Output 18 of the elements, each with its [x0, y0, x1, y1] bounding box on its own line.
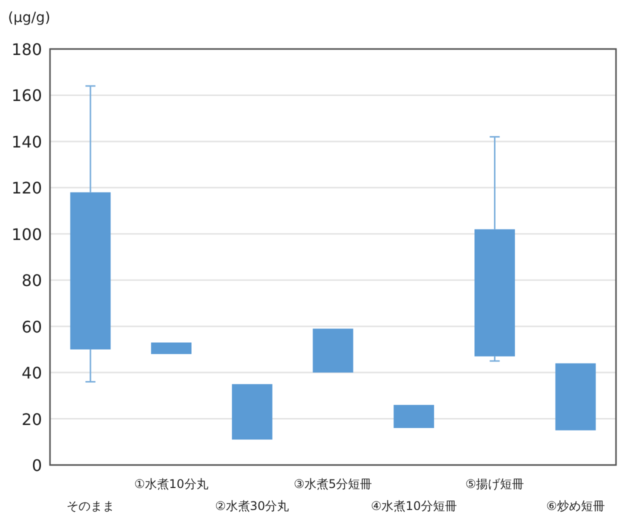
x-tick-label: ⑤揚げ短冊 — [465, 477, 524, 491]
y-tick-label: 120 — [11, 178, 42, 198]
y-tick-label: 80 — [22, 271, 42, 290]
y-tick-label: 160 — [11, 86, 42, 106]
y-tick-label: 40 — [22, 364, 42, 383]
y-tick-label: 100 — [11, 224, 42, 244]
x-tick-label: ②水煮30分丸 — [215, 499, 290, 513]
x-tick-label: ①水煮10分丸 — [134, 477, 208, 491]
x-tick-label: ③水煮5分短冊 — [294, 477, 372, 491]
y-axis-title: (μg/g) — [8, 10, 50, 26]
y-tick-label: 140 — [11, 132, 42, 152]
x-tick-label: ⑥炒め短冊 — [546, 499, 605, 513]
y-tick-label: 60 — [22, 317, 42, 336]
x-tick-label: ④水煮10分短冊 — [370, 499, 457, 513]
y-tick-label: 180 — [11, 40, 42, 59]
y-tick-label: 0 — [32, 456, 42, 475]
x-tick-label: そのまま — [66, 499, 114, 513]
y-tick-label: 20 — [22, 410, 42, 429]
